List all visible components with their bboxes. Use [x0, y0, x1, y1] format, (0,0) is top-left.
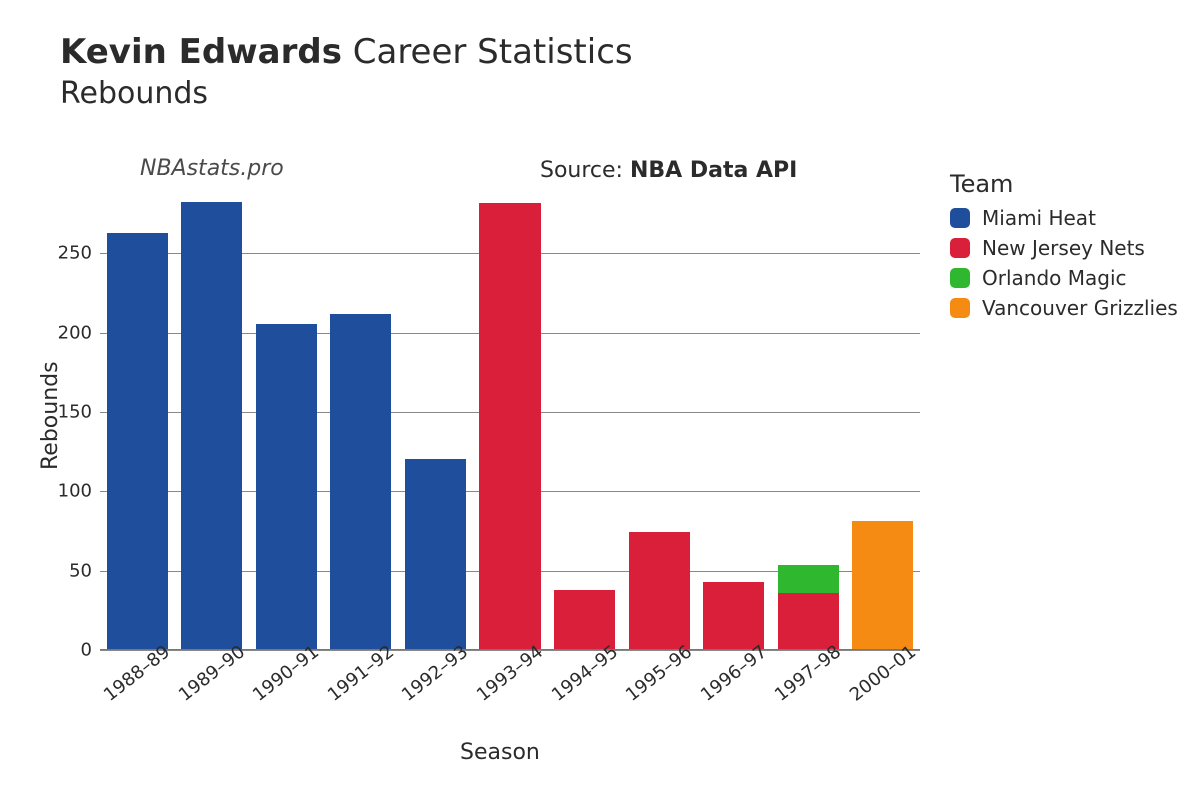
legend-swatch [950, 208, 970, 228]
legend-label: Vancouver Grizzlies [982, 296, 1178, 320]
chart-title-block: Kevin Edwards Career Statistics Rebounds [60, 32, 633, 111]
legend: Team Miami Heat New Jersey Nets Orlando Ma… [950, 170, 1178, 326]
bar-segment [703, 582, 764, 649]
chart-title: Kevin Edwards Career Statistics [60, 32, 633, 72]
chart-container: Kevin Edwards Career Statistics Rebounds… [0, 0, 1200, 800]
chart-subtitle: Rebounds [60, 76, 633, 111]
legend-swatch [950, 298, 970, 318]
legend-label: Miami Heat [982, 206, 1096, 230]
legend-title: Team [950, 170, 1178, 198]
legend-swatch [950, 268, 970, 288]
plot-area: 0501001502002501988–891989–901990–911991… [100, 190, 920, 650]
legend-label: New Jersey Nets [982, 236, 1145, 260]
legend-item: New Jersey Nets [950, 236, 1178, 260]
y-tick-label: 50 [69, 560, 92, 581]
bar-segment [778, 565, 839, 594]
y-axis-title: Rebounds [38, 361, 63, 470]
y-tick-label: 250 [58, 243, 92, 264]
bar-segment [107, 233, 168, 649]
x-axis-title: Season [460, 740, 540, 765]
source-prefix: Source: [540, 158, 630, 183]
watermark-text: NBAstats.pro [140, 156, 284, 181]
legend-label: Orlando Magic [982, 266, 1127, 290]
y-tick-label: 100 [58, 481, 92, 502]
source-attribution: Source: NBA Data API [540, 158, 797, 183]
source-name: NBA Data API [630, 158, 797, 183]
player-name: Kevin Edwards [60, 32, 342, 72]
legend-item: Orlando Magic [950, 266, 1178, 290]
bar-segment [554, 590, 615, 649]
bar-segment [778, 593, 839, 649]
bar-segment [629, 532, 690, 649]
bar-segment [852, 521, 913, 649]
bar-segment [405, 459, 466, 649]
legend-item: Miami Heat [950, 206, 1178, 230]
bar-segment [256, 324, 317, 649]
bar-segment [330, 314, 391, 649]
y-tick-label: 0 [81, 640, 92, 661]
legend-swatch [950, 238, 970, 258]
bar-segment [181, 202, 242, 649]
bar-segment [479, 203, 540, 649]
y-tick-label: 200 [58, 322, 92, 343]
title-suffix: Career Statistics [342, 32, 633, 72]
legend-item: Vancouver Grizzlies [950, 296, 1178, 320]
